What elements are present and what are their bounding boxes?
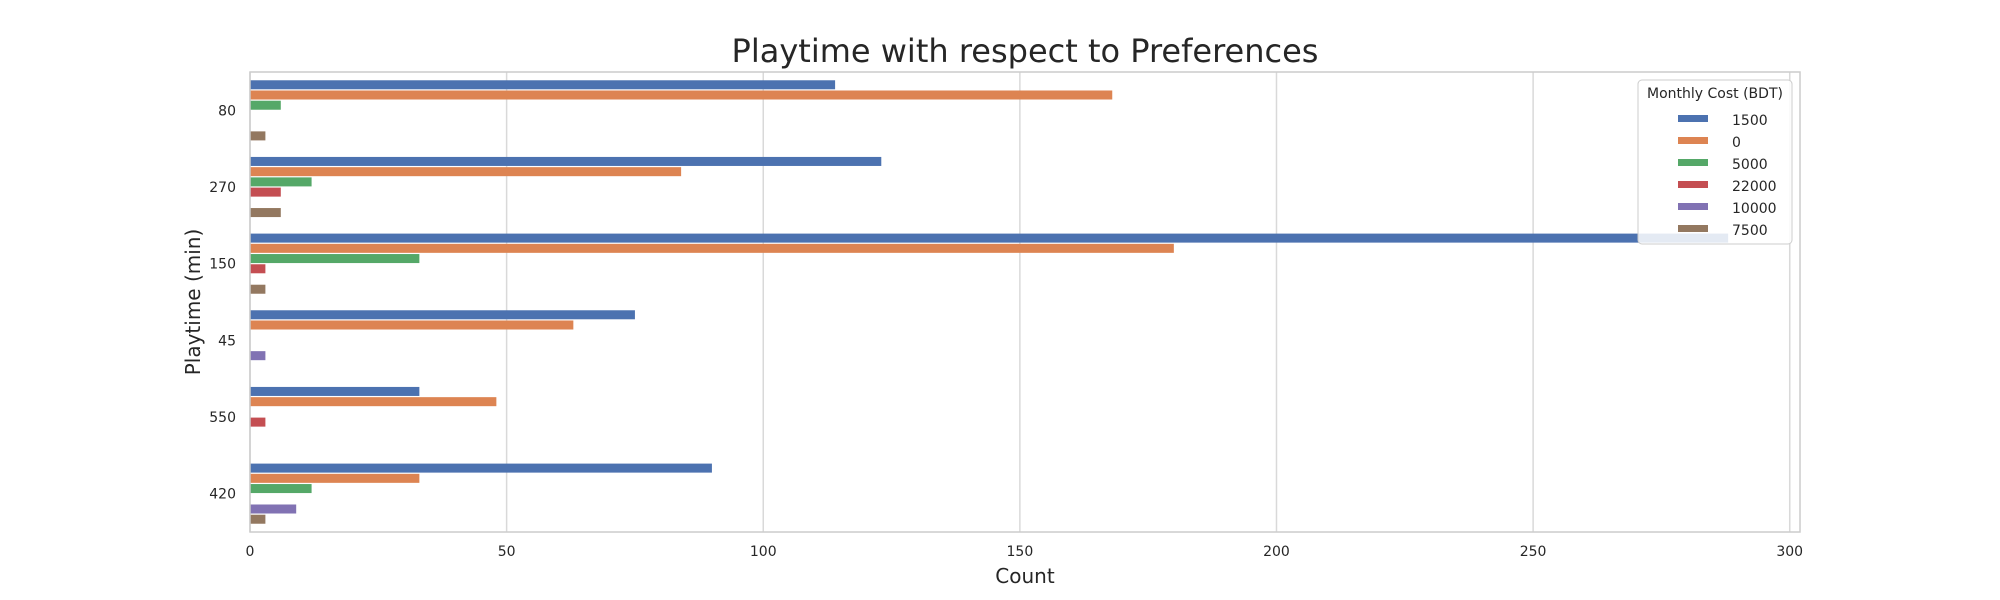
chart-title: Playtime with respect to Preferences [732, 32, 1319, 70]
bar [250, 417, 266, 427]
bar [250, 243, 1174, 253]
legend-swatch [1678, 225, 1708, 232]
bar [250, 254, 420, 264]
legend-swatch [1678, 159, 1708, 166]
y-tick-label: 150 [209, 257, 236, 273]
bar [250, 167, 682, 177]
bar [250, 156, 882, 166]
x-tick-label: 0 [246, 544, 255, 560]
bar [250, 320, 574, 330]
bar [250, 90, 1113, 100]
legend-label: 22000 [1732, 179, 1777, 195]
y-axis-title: Playtime (min) [181, 229, 205, 376]
legend-label: 7500 [1732, 223, 1768, 239]
y-tick-labels: 80 270 150 45 550 420 [209, 103, 236, 502]
x-tick-label: 250 [1520, 544, 1547, 560]
x-tick-labels: 0 50 100 150 200 250 300 [246, 544, 1804, 560]
y-tick-label: 270 [209, 180, 236, 196]
legend-label: 10000 [1732, 201, 1777, 217]
bar [250, 284, 266, 294]
legend-swatch [1678, 203, 1708, 210]
bar [250, 264, 266, 274]
bar [250, 233, 1729, 243]
grid-lines [249, 72, 1791, 532]
legend-title: Monthly Cost (BDT) [1647, 86, 1783, 102]
legend-swatch [1678, 181, 1708, 188]
bar [250, 484, 312, 494]
x-tick-label: 300 [1776, 544, 1803, 560]
bar [250, 386, 420, 396]
bar [250, 208, 281, 218]
x-tick-label: 50 [498, 544, 516, 560]
bar [250, 310, 635, 320]
y-tick-label: 80 [218, 103, 236, 119]
bar [250, 504, 297, 514]
legend-label: 1500 [1732, 113, 1768, 129]
x-tick-label: 200 [1263, 544, 1290, 560]
y-tick-label: 45 [218, 333, 236, 349]
plot-frame [249, 71, 1801, 533]
legend-label: 0 [1732, 135, 1741, 151]
bar [250, 131, 266, 141]
bar [250, 463, 712, 473]
bar [250, 351, 266, 361]
legend-swatch [1678, 115, 1708, 122]
bar [250, 100, 281, 110]
legend-label: 5000 [1732, 157, 1768, 173]
bar [250, 397, 497, 407]
legend-swatch [1678, 137, 1708, 144]
bar [250, 187, 281, 197]
legend-box [1637, 79, 1793, 245]
x-tick-label: 150 [1007, 544, 1034, 560]
bar [250, 177, 312, 187]
x-axis-title: Count [995, 564, 1055, 588]
y-tick-label: 420 [209, 487, 236, 503]
legend: Monthly Cost (BDT) 1500 0 5000 22000 10000 750… [1637, 79, 1793, 245]
bar [250, 514, 266, 524]
bar [250, 473, 420, 483]
bar [250, 80, 836, 90]
bars [250, 80, 1729, 524]
x-tick-label: 100 [750, 544, 777, 560]
y-tick-label: 550 [209, 410, 236, 426]
